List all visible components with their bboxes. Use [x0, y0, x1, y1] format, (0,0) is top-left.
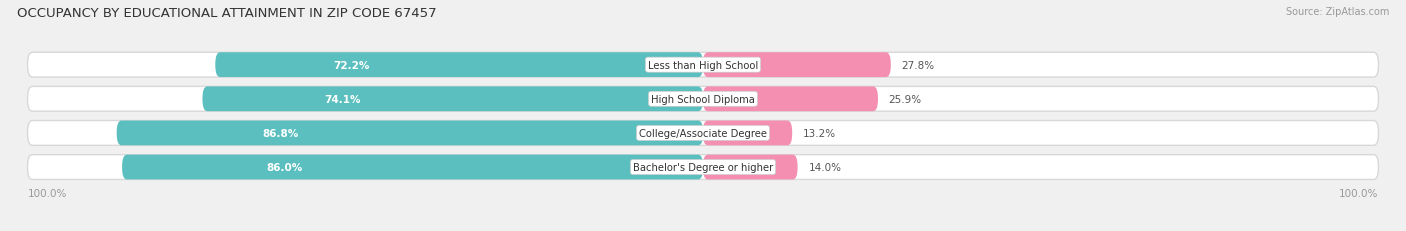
- Text: College/Associate Degree: College/Associate Degree: [638, 128, 768, 138]
- FancyBboxPatch shape: [703, 155, 797, 180]
- FancyBboxPatch shape: [28, 155, 1378, 180]
- FancyBboxPatch shape: [122, 155, 703, 180]
- Text: 86.0%: 86.0%: [267, 162, 302, 172]
- FancyBboxPatch shape: [703, 121, 792, 146]
- Text: 100.0%: 100.0%: [28, 188, 67, 198]
- Text: 86.8%: 86.8%: [263, 128, 299, 138]
- FancyBboxPatch shape: [28, 121, 1378, 146]
- Text: Bachelor's Degree or higher: Bachelor's Degree or higher: [633, 162, 773, 172]
- Text: 13.2%: 13.2%: [803, 128, 837, 138]
- Text: Source: ZipAtlas.com: Source: ZipAtlas.com: [1285, 7, 1389, 17]
- Text: 27.8%: 27.8%: [901, 60, 935, 70]
- FancyBboxPatch shape: [215, 53, 703, 78]
- Text: 14.0%: 14.0%: [808, 162, 841, 172]
- FancyBboxPatch shape: [703, 87, 877, 112]
- Text: Less than High School: Less than High School: [648, 60, 758, 70]
- Text: 74.1%: 74.1%: [325, 94, 361, 104]
- FancyBboxPatch shape: [28, 87, 1378, 112]
- Text: OCCUPANCY BY EDUCATIONAL ATTAINMENT IN ZIP CODE 67457: OCCUPANCY BY EDUCATIONAL ATTAINMENT IN Z…: [17, 7, 436, 20]
- Text: 100.0%: 100.0%: [1339, 188, 1378, 198]
- FancyBboxPatch shape: [117, 121, 703, 146]
- FancyBboxPatch shape: [202, 87, 703, 112]
- FancyBboxPatch shape: [703, 53, 891, 78]
- Text: High School Diploma: High School Diploma: [651, 94, 755, 104]
- Text: 25.9%: 25.9%: [889, 94, 922, 104]
- Text: 72.2%: 72.2%: [333, 60, 370, 70]
- FancyBboxPatch shape: [28, 53, 1378, 78]
